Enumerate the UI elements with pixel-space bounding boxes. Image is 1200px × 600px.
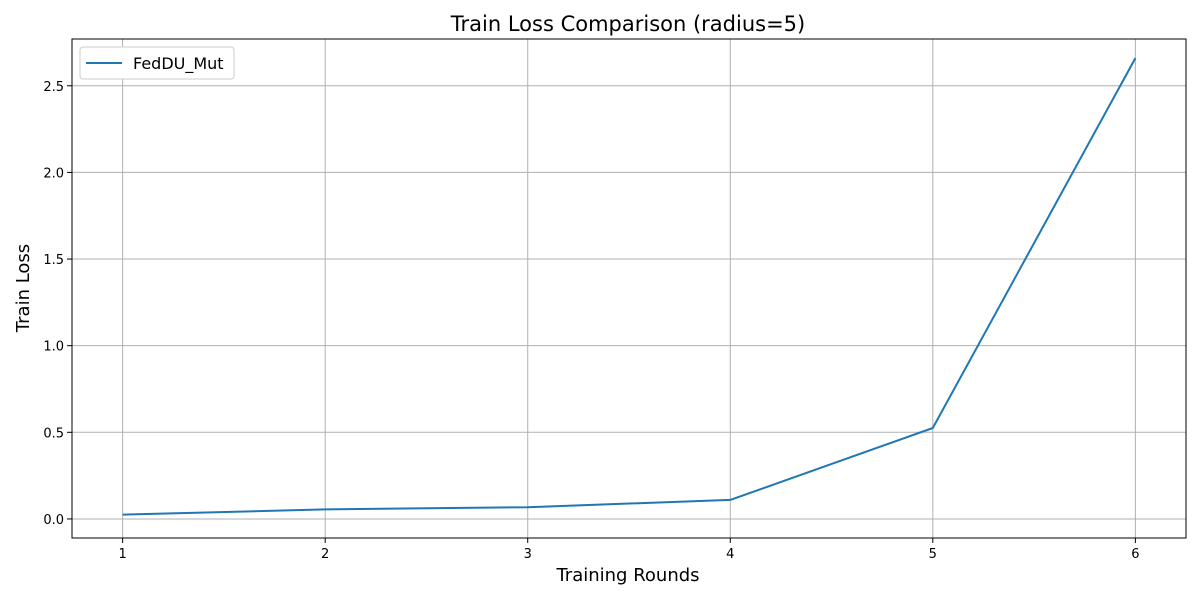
y-axis-title: Train Loss — [13, 244, 34, 333]
y-tick-label: 1.0 — [43, 340, 64, 355]
series-line-feddu-mut — [122, 57, 1137, 516]
x-tick-label: 2 — [321, 547, 329, 562]
y-tick-label: 0.0 — [43, 513, 64, 528]
legend-label-feddu-mut: FedDU_Mut — [133, 54, 224, 74]
legend: FedDU_Mut — [79, 46, 235, 80]
y-tick-label: 2.0 — [43, 166, 64, 181]
x-tick-label: 1 — [118, 547, 126, 562]
legend-box — [79, 46, 235, 80]
grid-lines — [72, 39, 1186, 538]
y-tick-label: 0.5 — [43, 426, 64, 441]
x-tick-label: 6 — [1131, 547, 1139, 562]
series-layer — [122, 57, 1137, 516]
x-tick-label: 4 — [726, 547, 734, 562]
x-tick-label: 3 — [524, 547, 532, 562]
y-tick-label: 1.5 — [43, 253, 64, 268]
axis-ticks: 1 2 3 4 5 6 0.0 0.5 1.0 1.5 2.0 2.5 — [43, 80, 1139, 562]
x-tick-label: 5 — [929, 547, 937, 562]
x-axis-title: Training Rounds — [555, 565, 699, 586]
y-tick-label: 2.5 — [43, 80, 64, 95]
chart-title: Train Loss Comparison (radius=5) — [450, 12, 805, 36]
plot-area-frame — [71, 38, 1187, 539]
